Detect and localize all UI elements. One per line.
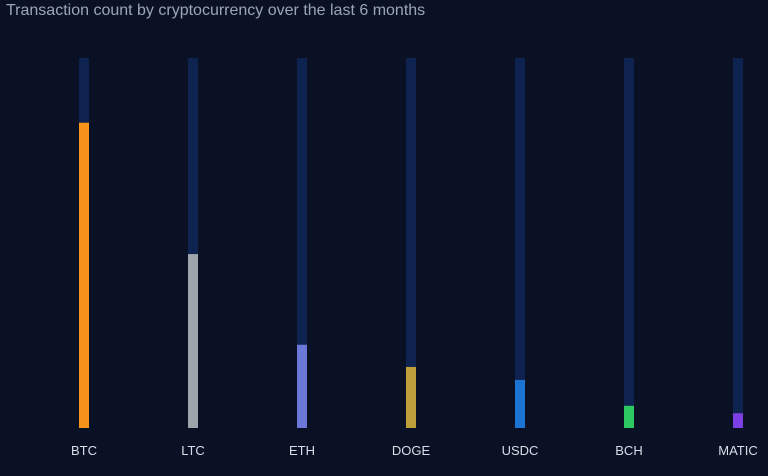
chart-title: Transaction count by cryptocurrency over… bbox=[6, 2, 426, 19]
bar-matic bbox=[733, 413, 743, 428]
bar-track-matic bbox=[733, 58, 743, 428]
bar-doge bbox=[406, 366, 416, 428]
bar-track-eth bbox=[297, 58, 307, 428]
bars bbox=[79, 122, 743, 428]
bar-track-ltc bbox=[188, 58, 198, 428]
category-label-btc: BTC bbox=[71, 443, 97, 458]
bar-track-usdc bbox=[515, 58, 525, 428]
bar-btc bbox=[79, 122, 89, 428]
category-labels: BTC LTC ETH DOGE USDC BCH MATIC bbox=[71, 443, 758, 458]
category-label-eth: ETH bbox=[289, 443, 315, 458]
category-label-matic: MATIC bbox=[718, 443, 757, 458]
bar-track-bch bbox=[624, 58, 634, 428]
bar-usdc bbox=[515, 379, 525, 428]
category-label-ltc: LTC bbox=[181, 443, 205, 458]
bar-ltc bbox=[188, 254, 198, 428]
bar-bch bbox=[624, 405, 634, 428]
category-label-usdc: USDC bbox=[502, 443, 539, 458]
bar-eth bbox=[297, 344, 307, 428]
category-label-doge: DOGE bbox=[392, 443, 431, 458]
category-label-bch: BCH bbox=[615, 443, 642, 458]
bar-track-doge bbox=[406, 58, 416, 428]
